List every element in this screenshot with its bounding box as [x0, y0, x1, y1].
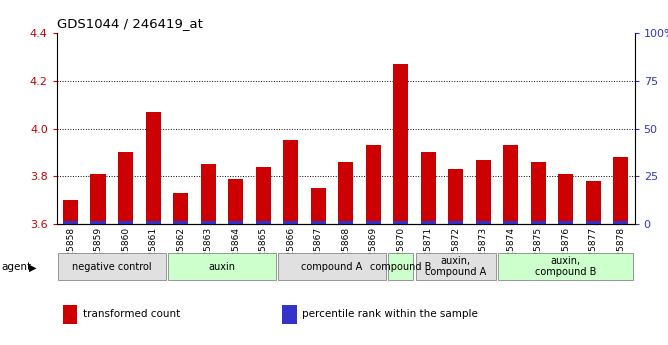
- Bar: [365, 221, 381, 224]
- Text: auxin,
compound B: auxin, compound B: [535, 256, 597, 277]
- Text: percentile rank within the sample: percentile rank within the sample: [303, 309, 478, 319]
- Bar: [393, 221, 408, 224]
- Bar: [283, 140, 298, 224]
- Bar: [613, 221, 629, 224]
- Bar: [448, 169, 464, 224]
- Bar: [63, 305, 77, 324]
- Text: compound B: compound B: [370, 262, 432, 272]
- Bar: [256, 167, 271, 224]
- Bar: [558, 221, 573, 224]
- Bar: [476, 221, 491, 224]
- Bar: [63, 221, 78, 224]
- Bar: [415, 253, 496, 280]
- Bar: [311, 188, 326, 224]
- Bar: [503, 221, 518, 224]
- Text: negative control: negative control: [72, 262, 152, 272]
- Bar: [498, 253, 633, 280]
- Bar: [283, 221, 298, 224]
- Text: auxin,
compound A: auxin, compound A: [425, 256, 486, 277]
- Bar: [421, 221, 436, 224]
- Bar: [338, 221, 353, 224]
- Bar: [531, 162, 546, 224]
- Bar: [146, 221, 160, 224]
- Bar: [311, 221, 326, 224]
- Bar: [531, 221, 546, 224]
- Bar: [503, 145, 518, 224]
- Bar: [613, 157, 629, 224]
- Bar: [200, 221, 216, 224]
- Bar: [278, 253, 386, 280]
- Bar: [558, 174, 573, 224]
- Bar: [200, 165, 216, 224]
- Bar: [338, 162, 353, 224]
- Text: GDS1044 / 246419_at: GDS1044 / 246419_at: [57, 17, 202, 30]
- Text: auxin: auxin: [208, 262, 235, 272]
- Bar: [421, 152, 436, 224]
- Text: ▶: ▶: [29, 263, 37, 272]
- Text: compound A: compound A: [301, 262, 363, 272]
- Text: transformed count: transformed count: [83, 309, 180, 319]
- Bar: [228, 221, 243, 224]
- Bar: [228, 179, 243, 224]
- Bar: [282, 305, 297, 324]
- Bar: [586, 181, 601, 224]
- Bar: [586, 221, 601, 224]
- Bar: [256, 221, 271, 224]
- Bar: [168, 253, 276, 280]
- Text: agent: agent: [1, 263, 31, 272]
- Bar: [146, 112, 160, 224]
- Bar: [365, 145, 381, 224]
- Bar: [58, 253, 166, 280]
- Bar: [388, 253, 413, 280]
- Bar: [90, 174, 106, 224]
- Bar: [393, 64, 408, 224]
- Bar: [476, 160, 491, 224]
- Bar: [90, 221, 106, 224]
- Bar: [118, 152, 133, 224]
- Bar: [63, 200, 78, 224]
- Bar: [118, 221, 133, 224]
- Bar: [173, 221, 188, 224]
- Bar: [173, 193, 188, 224]
- Bar: [448, 221, 464, 224]
